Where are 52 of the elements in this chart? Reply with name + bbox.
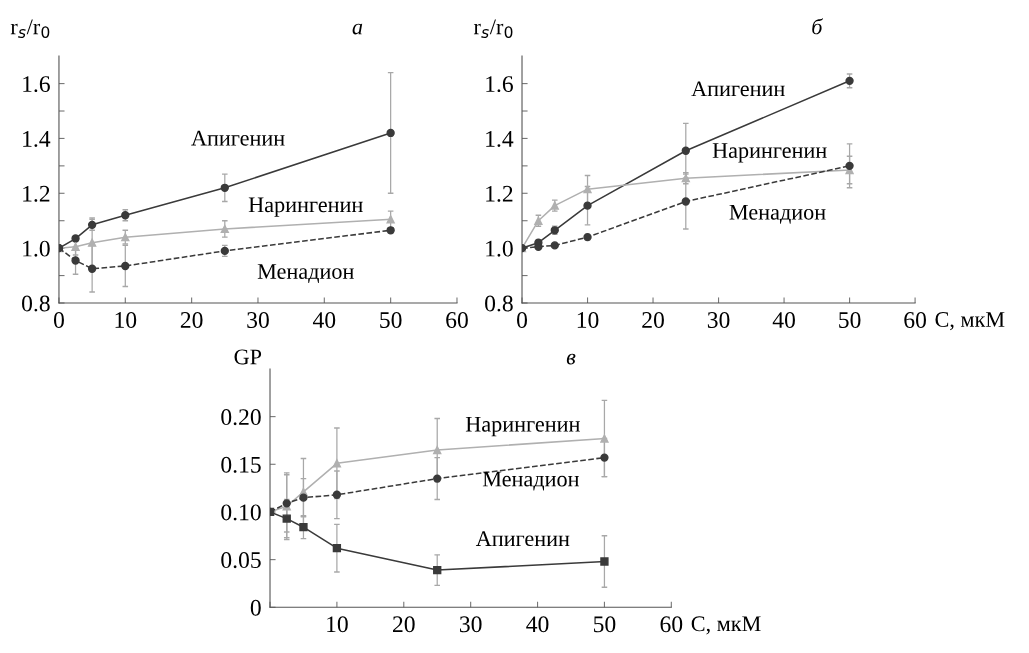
y-tick-label: 1.6 [23, 76, 50, 93]
x-tick-label: 40 [526, 616, 549, 633]
x-axis-title: C, мкМ [935, 312, 1005, 331]
y-tick-label: 1.2 [23, 185, 50, 202]
y-tick-label: 0.8 [22, 295, 50, 312]
x-tick-label: 0 [517, 312, 528, 328]
series-label: Менадион [257, 264, 354, 284]
x-tick-label: 60 [446, 312, 468, 328]
x-tick-label: 50 [380, 312, 402, 328]
series-label: Нарингенин [248, 197, 363, 217]
x-tick-label: 0 [53, 312, 64, 328]
x-tick-label: 20 [642, 312, 664, 328]
y-axis-title: r$_{s}$/r$_{0}$ [10, 19, 50, 38]
y-tick-label: 1.6 [486, 76, 513, 93]
x-tick-label: 50 [594, 616, 616, 633]
y-tick-label: 0 [250, 599, 261, 616]
y-tick-label: 0.10 [221, 504, 261, 521]
x-tick-label: 50 [839, 312, 861, 328]
y-axis-title: r$_{s}$/r$_{0}$ [473, 19, 513, 38]
series-label: Апигенин [191, 130, 285, 146]
y-tick-label: 1.0 [486, 240, 513, 257]
x-tick-label: 30 [247, 312, 269, 328]
x-tick-label: 10 [115, 312, 137, 328]
series-label: Нарингенин [712, 143, 827, 163]
x-tick-label: 30 [707, 312, 730, 328]
y-tick-label: 1.0 [23, 240, 50, 257]
series-label: Менадион [482, 471, 579, 491]
y-tick-label: 0.8 [485, 295, 513, 312]
x-tick-label: 60 [904, 312, 926, 328]
y-tick-label: 0.15 [221, 456, 261, 473]
y-tick-label: 1.4 [486, 131, 514, 147]
x-tick-label: 20 [393, 616, 415, 633]
series-label: Менадион [729, 204, 826, 224]
y-tick-label: 0.05 [221, 552, 261, 569]
chart-title: б [812, 18, 824, 35]
y-tick-label: 1.2 [486, 185, 513, 202]
x-tick-label: 30 [459, 616, 482, 633]
y-tick-label: 0.20 [221, 409, 261, 426]
chart-title: а [352, 23, 363, 35]
x-tick-label: 10 [327, 616, 348, 633]
series-label: Нарингенин [465, 416, 580, 437]
series-label: Апигенин [691, 81, 785, 97]
y-axis-title: GP [234, 349, 262, 365]
x-tick-label: 20 [180, 312, 203, 328]
x-axis-title: C, мкМ [691, 616, 761, 635]
x-tick-label: 10 [577, 312, 599, 328]
series-label: Апигенин [475, 531, 570, 547]
x-tick-label: 40 [772, 312, 795, 328]
x-tick-label: 60 [660, 616, 683, 633]
x-tick-label: 40 [312, 312, 336, 328]
chart-title: в [566, 353, 576, 365]
y-tick-label: 1.4 [23, 131, 51, 147]
